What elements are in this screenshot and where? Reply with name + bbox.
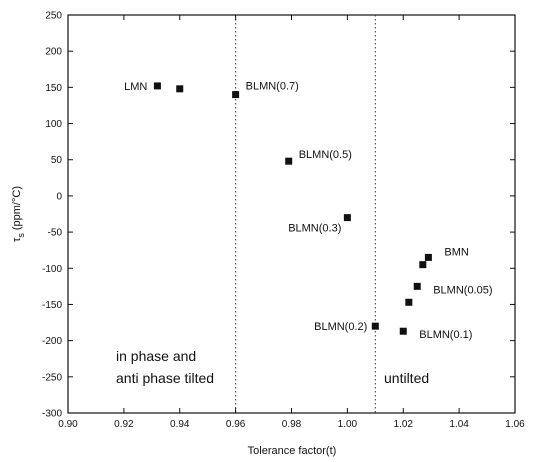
point-label: BLMN(0.7) [246,81,299,93]
point-label: BLMN(0.1) [419,329,472,341]
y-tick-label: 100 [45,119,62,130]
data-points [153,82,432,335]
data-point [419,261,427,269]
point-label: BLMN(0.05) [433,284,492,296]
x-axis-title: Tolerance factor(t) [248,445,337,457]
y-tick-label: -300 [42,409,62,420]
data-point [399,327,407,335]
point-label: BMN [444,246,469,258]
data-point [371,322,379,330]
data-point [285,157,293,165]
data-point [413,282,421,290]
x-tick-label: 1.04 [449,419,469,430]
x-tick-label: 0.94 [170,419,190,430]
point-labels: LMN BLMN(0.7) BLMN(0.5) BLMN(0.3) BLMN(0.2) B… [124,81,492,342]
point-label: BLMN(0.2) [314,321,367,333]
data-point [405,298,413,306]
y-tick-label: 150 [45,83,62,94]
point-label: LMN [124,81,147,93]
x-tick-label: 1.00 [338,419,358,430]
y-tick-label: 0 [56,191,62,202]
x-tick-label: 0.98 [282,419,302,430]
region-label: in phase and [116,348,196,364]
y-tick-label: -50 [48,228,63,239]
point-label: BLMN(0.3) [288,223,341,235]
y-tick-label: 50 [51,155,63,166]
data-point [153,82,161,90]
y-tick-label: -100 [42,264,62,275]
data-point [424,253,432,261]
y-axis-unit: (ppm/°C) [11,186,23,230]
x-tick-label: 1.06 [505,419,525,430]
x-tick-label: 1.02 [394,419,414,430]
y-tick-label: -200 [42,336,62,347]
x-tick-label: 0.96 [226,419,246,430]
svg-text:τs(ppm/°C): τs (ppm/°C) [11,186,26,242]
y-axis-title: τs (ppm/°C) [11,186,26,242]
y-tick-label: 200 [45,47,62,58]
y-axis-subscript: s [16,233,26,238]
region-label: untilted [384,370,429,386]
region-labels: in phase and anti phase tilted untilted [116,348,429,386]
y-axis-symbol: τ [11,237,23,242]
separator-lines [235,15,376,413]
y-axis-ticks: 250 200 150 100 50 0 -50 -100 -150 -200 -250 -300 [42,11,515,420]
data-point [176,85,184,93]
data-point [232,91,240,99]
data-point [343,214,351,222]
x-tick-label: 0.90 [58,419,78,430]
x-axis-ticks: 0.90 0.92 0.94 0.96 0.98 1.00 1.02 1.04 1.06 [58,15,525,430]
region-label: anti phase tilted [116,370,214,386]
y-tick-label: 250 [45,11,62,22]
y-tick-label: -250 [42,372,62,383]
x-tick-label: 0.92 [114,419,134,430]
y-tick-label: -150 [42,300,62,311]
point-label: BLMN(0.5) [299,149,352,161]
